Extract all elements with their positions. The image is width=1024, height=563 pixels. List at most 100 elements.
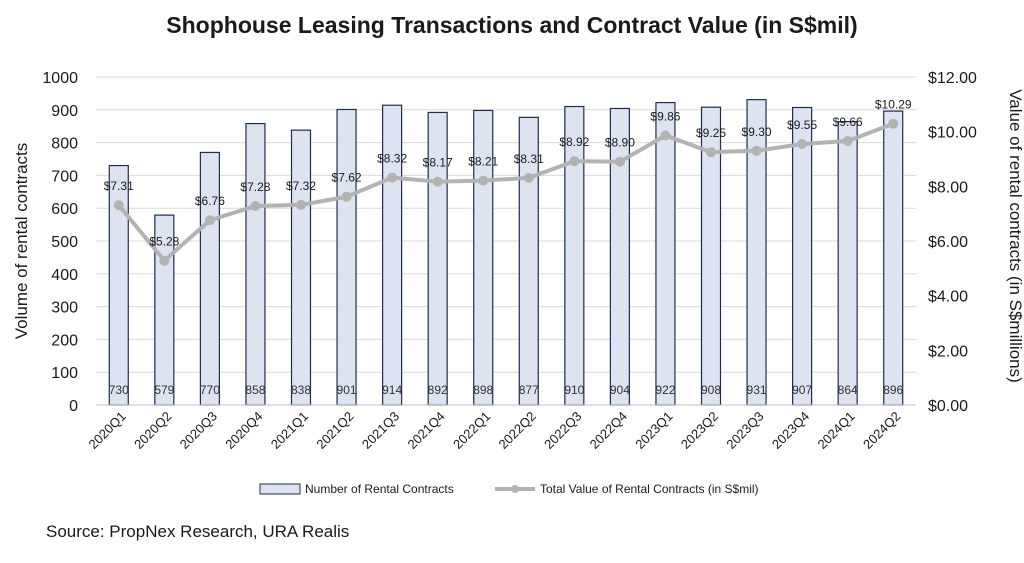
value-point bbox=[204, 215, 215, 226]
y-tick-label: 900 bbox=[51, 103, 78, 120]
line-value-label: $9.66 bbox=[833, 115, 863, 129]
source-note: Source: PropNex Research, URA Realis bbox=[46, 522, 350, 541]
y-tick-label: 500 bbox=[51, 234, 78, 251]
y-tick-label: 100 bbox=[51, 365, 78, 382]
bar bbox=[792, 106, 813, 406]
y2-tick-label: $12.00 bbox=[928, 70, 977, 87]
y2-tick-label: $6.00 bbox=[928, 234, 968, 251]
bar-value-label: 904 bbox=[610, 383, 630, 397]
bar-value-label: 898 bbox=[473, 383, 493, 397]
line-value-label: $7.32 bbox=[286, 179, 316, 193]
bar-value-label: 770 bbox=[200, 383, 220, 397]
x-tick-label: 2020Q2 bbox=[131, 409, 174, 452]
legend-bar-swatch bbox=[259, 483, 301, 495]
y-axis-title: Volume of rental contracts bbox=[12, 143, 31, 340]
value-point bbox=[751, 145, 762, 156]
y2-tick-label: $2.00 bbox=[928, 343, 968, 360]
value-point bbox=[660, 130, 671, 141]
bar-value-label: 922 bbox=[655, 383, 675, 397]
x-tick-label: 2024Q1 bbox=[814, 409, 857, 452]
line-value-label: $9.30 bbox=[742, 125, 772, 139]
bar-value-label: 892 bbox=[428, 383, 448, 397]
bar-value-label: 931 bbox=[747, 383, 767, 397]
bar bbox=[199, 151, 220, 406]
y-tick-label: 400 bbox=[51, 267, 78, 284]
line-value-label: $7.31 bbox=[104, 179, 134, 193]
x-tick-label: 2021Q3 bbox=[359, 409, 402, 452]
legend-bar-label: Number of Rental Contracts bbox=[305, 482, 454, 496]
x-tick-label: 2022Q1 bbox=[450, 409, 493, 452]
bar-value-label: 907 bbox=[792, 383, 812, 397]
x-tick-label: 2021Q2 bbox=[313, 409, 356, 452]
bar-value-label: 908 bbox=[701, 383, 721, 397]
line-value-label: $9.55 bbox=[787, 118, 817, 132]
value-point bbox=[250, 201, 261, 212]
value-point bbox=[387, 172, 398, 183]
bar-value-label: 579 bbox=[154, 383, 174, 397]
x-tick-label: 2020Q4 bbox=[222, 409, 265, 452]
value-point bbox=[706, 147, 716, 158]
value-point bbox=[842, 135, 853, 146]
y2-tick-label: $8.00 bbox=[928, 179, 968, 196]
bar-value-label: 910 bbox=[564, 383, 584, 397]
line-value-label: $6.76 bbox=[195, 194, 225, 208]
y2-tick-label: $0.00 bbox=[928, 398, 968, 415]
x-tick-label: 2022Q4 bbox=[587, 409, 630, 452]
value-point bbox=[523, 172, 534, 183]
bar bbox=[837, 121, 858, 406]
bar bbox=[564, 105, 585, 406]
x-tick-label: 2021Q4 bbox=[404, 409, 447, 452]
y-tick-label: 1000 bbox=[42, 70, 78, 87]
bar bbox=[382, 104, 403, 406]
y-tick-label: 0 bbox=[69, 398, 78, 415]
bar-value-label: 901 bbox=[337, 383, 357, 397]
y2-tick-label: $10.00 bbox=[928, 125, 977, 142]
line-value-label: $5.28 bbox=[149, 235, 179, 249]
x-tick-label: 2023Q2 bbox=[678, 409, 721, 452]
bar bbox=[336, 108, 357, 406]
x-tick-label: 2024Q2 bbox=[860, 409, 903, 452]
bar bbox=[883, 110, 904, 406]
line-value-label: $8.92 bbox=[559, 135, 589, 149]
bar bbox=[746, 99, 767, 406]
y2-tick-label: $4.00 bbox=[928, 289, 968, 306]
bar-value-label: 864 bbox=[838, 383, 858, 397]
chart-title: Shophouse Leasing Transactions and Contr… bbox=[166, 12, 858, 38]
value-point bbox=[888, 118, 899, 129]
y-tick-label: 200 bbox=[51, 332, 78, 349]
value-point bbox=[569, 156, 580, 167]
y-tick-label: 600 bbox=[51, 201, 78, 218]
x-tick-label: 2023Q3 bbox=[723, 409, 766, 452]
bar-value-label: 896 bbox=[883, 383, 903, 397]
line-value-label: $9.86 bbox=[650, 109, 680, 123]
x-tick-label: 2022Q2 bbox=[496, 409, 539, 452]
line-value-label: $8.21 bbox=[468, 155, 498, 169]
x-tick-label: 2023Q1 bbox=[632, 409, 675, 452]
line-value-label: $8.31 bbox=[514, 152, 544, 166]
value-line bbox=[117, 121, 894, 263]
bar bbox=[290, 129, 312, 406]
legend-line-marker bbox=[511, 485, 519, 493]
value-point bbox=[797, 138, 808, 149]
x-tick-label: 2020Q3 bbox=[177, 409, 220, 452]
line-value-label: $10.29 bbox=[875, 98, 912, 112]
bar-value-label: 730 bbox=[109, 383, 129, 397]
bar-value-label: 858 bbox=[245, 383, 265, 397]
value-point bbox=[113, 200, 124, 211]
value-point bbox=[432, 176, 443, 187]
x-tick-label: 2023Q4 bbox=[769, 409, 812, 452]
line-value-label: $8.90 bbox=[605, 136, 635, 150]
value-point bbox=[614, 156, 625, 167]
value-point bbox=[296, 199, 306, 210]
line-value-label: $8.17 bbox=[423, 156, 453, 170]
x-tick-label: 2020Q1 bbox=[86, 409, 129, 452]
bar bbox=[655, 101, 676, 406]
bar bbox=[609, 107, 630, 406]
y-tick-label: 300 bbox=[51, 300, 78, 317]
line-value-label: $9.25 bbox=[696, 126, 726, 140]
bar-value-label: 914 bbox=[382, 383, 402, 397]
y2-axis-title: Value of rental contracts (in S$millions… bbox=[1006, 89, 1024, 383]
line-value-label: $8.32 bbox=[377, 152, 407, 166]
x-tick-label: 2021Q1 bbox=[268, 409, 311, 452]
